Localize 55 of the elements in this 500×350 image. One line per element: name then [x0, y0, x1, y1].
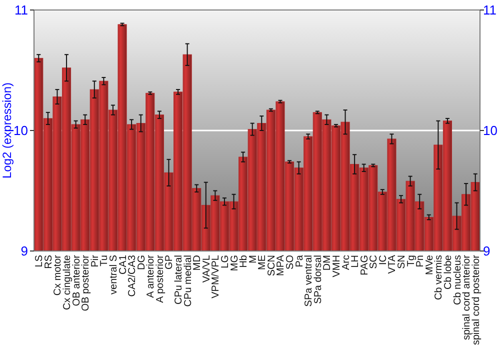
y2-tick-label: 11 [483, 2, 496, 18]
x-tick-label: MVe [424, 254, 436, 276]
x-tick-label: SPa dorsal [312, 255, 324, 304]
x-tick-label: Cb lobe [442, 254, 454, 290]
x-tick-label: Pn [415, 255, 426, 268]
x-tick-label: SPa ventral [304, 255, 315, 307]
y-tick-label: 11 [14, 2, 28, 18]
x-tick-label: SCN [266, 255, 278, 276]
x-tick-label: DM [322, 255, 334, 271]
x-tick-label: VTA [387, 254, 398, 274]
x-tick-label: M [248, 255, 259, 264]
x-tick-label: A anterior [146, 254, 157, 298]
x-tick-label: Arc [340, 255, 352, 270]
x-tick-label: Tg [406, 255, 417, 267]
x-tick-label: Hb [238, 254, 250, 268]
x-tick-label: Cx cingulate [62, 254, 74, 310]
x-tick-label: CPu lateral [174, 255, 185, 304]
y2-tick-label: 10 [483, 123, 498, 138]
x-tick-label: A posterior [154, 254, 166, 303]
x-tick-label: LS [34, 254, 46, 268]
x-tick-label: SC [368, 255, 380, 269]
x-tick-label: CPu medial [182, 255, 194, 307]
x-tick-label: MPA [276, 254, 287, 276]
x-tick-label: OB posterior [80, 254, 92, 312]
x-tick-label: Pa [294, 254, 306, 268]
y-axis-title: Log2 (expression) [0, 82, 14, 179]
x-tick-label: LH [350, 255, 362, 268]
x-tick-label: CA1 [118, 254, 129, 274]
x-tick-label: OB anterior [71, 254, 82, 306]
x-tick-label: LG [220, 254, 231, 268]
y-tick-label: 10 [14, 123, 28, 138]
x-tick-label: IC [378, 255, 389, 265]
x-tick-label: DG [136, 254, 148, 270]
y2-tick-label: 9 [483, 244, 490, 259]
x-tick-label: Cb vermis [434, 255, 445, 300]
x-tick-label: CA2/CA3 [127, 254, 138, 297]
x-tick-label: SN [396, 255, 408, 269]
x-tick-label: SO [285, 254, 296, 270]
x-tick-label: ventral S [108, 254, 120, 294]
x-tick-label: RS [43, 254, 54, 269]
x-tick-label: spinal cord anterior [462, 254, 473, 340]
x-tick-label: Tu [99, 255, 110, 266]
y-tick-label: 9 [20, 244, 28, 259]
x-tick-label: VMH [331, 255, 342, 278]
x-tick-label: ME [257, 254, 268, 270]
x-tick-label: PAG [359, 254, 370, 276]
x-tick-label: MD [192, 255, 204, 271]
x-tick-label: Cx motor [52, 254, 64, 296]
x-tick-label: Cb nucleus [452, 255, 464, 306]
x-tick-label: MG [229, 254, 240, 272]
x-tick-label: Pir [90, 254, 101, 268]
x-tick-label: spinal cord posterior [470, 254, 482, 346]
x-tick-label: VPM/VPL [210, 254, 222, 298]
x-tick-label: VA/VL [201, 254, 212, 283]
x-tick-label: GP [164, 254, 176, 270]
